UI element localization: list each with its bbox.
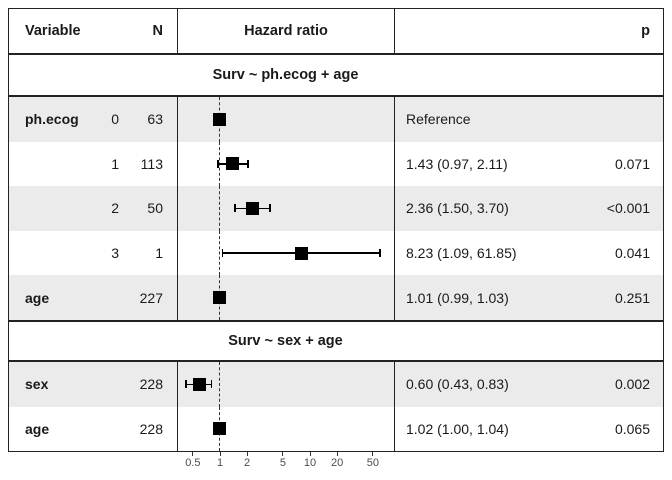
forest-plot-cell [177, 361, 394, 407]
level-label: 0 [111, 111, 119, 128]
axis-tick [282, 452, 284, 457]
axis-tick-label: 1 [216, 457, 224, 470]
level-label: 1 [111, 155, 119, 172]
axis-tick [246, 452, 248, 457]
p-value: <0.001 [606, 200, 650, 217]
estimate-ci: 1.02 (1.00, 1.04) [406, 420, 509, 437]
axis-tick-label: 2 [244, 457, 251, 470]
section-header-model-2: Surv ~ sex + age [9, 319, 663, 362]
point-marker [192, 377, 206, 391]
forest-plot-cell [177, 230, 394, 276]
n-value: 228 [139, 376, 163, 393]
estimate-ci: 1.01 (0.99, 1.03) [406, 289, 509, 306]
level-label: 2 [111, 200, 119, 217]
p-value: 0.041 [614, 245, 650, 262]
ci-cap [379, 249, 381, 258]
variable-label: age [25, 289, 50, 306]
table-row: age 227 1.01 (0.99, 1.03) 0.251 [9, 275, 663, 320]
forest-table: Variable N Hazard ratio p Surv ~ ph.ecog… [8, 8, 664, 453]
axis-tick-label: 20 [330, 457, 344, 470]
ci-cap [269, 204, 271, 213]
ci-cap [247, 159, 249, 168]
axis-tick-label: 50 [366, 457, 380, 470]
ci-cap [217, 159, 219, 168]
variable-label: age [25, 420, 50, 437]
axis-tick-label: 0.5 [185, 457, 201, 470]
section-title: Surv ~ sex + age [228, 332, 343, 349]
point-marker [294, 246, 308, 260]
ci-cap [221, 249, 224, 258]
n-value: 50 [147, 200, 163, 217]
p-value: 0.071 [614, 155, 650, 172]
section-title: Surv ~ ph.ecog + age [212, 67, 359, 83]
axis-tick-label: 10 [303, 457, 317, 470]
forest-plot-cell [177, 275, 394, 320]
forest-plot-cell [177, 97, 394, 142]
reference-line [218, 230, 220, 276]
p-value: 0.251 [614, 289, 650, 306]
n-value: 1 [155, 245, 163, 262]
col-header-n: N [152, 23, 163, 39]
axis-tick [219, 452, 221, 457]
reference-line [218, 186, 220, 231]
p-value: 0.065 [614, 420, 650, 437]
x-axis: 0.5 1 2 5 10 20 50 [8, 452, 664, 478]
forest-plot-cell [177, 406, 394, 452]
variable-label: ph.ecog [25, 111, 79, 128]
forest-plot-cell [177, 141, 394, 187]
point-marker [212, 291, 226, 305]
point-marker [226, 157, 240, 171]
n-value: 63 [147, 111, 163, 128]
table-row: age 228 1.02 (1.00, 1.04) 0.065 [9, 406, 663, 452]
col-header-hazard-ratio: Hazard ratio [177, 9, 394, 53]
col-header-variable: Variable [25, 23, 81, 39]
estimate-ci: 8.23 (1.09, 61.85) [406, 245, 517, 262]
axis-tick-label: 5 [279, 457, 286, 470]
table-header-row: Variable N Hazard ratio p [9, 9, 663, 55]
estimate-ci: 2.36 (1.50, 3.70) [406, 200, 509, 217]
table-row: ph.ecog 0 63 Reference [9, 97, 663, 142]
axis-tick [372, 452, 374, 457]
p-value: 0.002 [614, 376, 650, 393]
axis-tick [192, 452, 194, 457]
reference-line [218, 361, 220, 407]
table-row: 2 50 2.36 (1.50, 3.70) <0.001 [9, 186, 663, 231]
variable-label: sex [25, 376, 49, 393]
estimate-ci: Reference [406, 111, 471, 128]
point-marker [246, 201, 260, 215]
table-row: 3 1 8.23 (1.09, 61.85) 0.041 [9, 230, 663, 276]
estimate-ci: 0.60 (0.43, 0.83) [406, 376, 509, 393]
ci-cap [210, 380, 213, 389]
axis-tick [336, 452, 338, 457]
ci-cap [234, 204, 236, 213]
col-header-p: p [394, 9, 663, 53]
level-label: 3 [111, 245, 119, 262]
table-row: 1 113 1.43 (0.97, 2.11) 0.071 [9, 141, 663, 187]
table-row: sex 228 0.60 (0.43, 0.83) 0.002 [9, 361, 663, 407]
n-value: 228 [139, 420, 163, 437]
axis-tick [309, 452, 311, 457]
section-header-model-1: Surv ~ ph.ecog + age [9, 55, 663, 97]
n-value: 227 [139, 289, 163, 306]
n-value: 113 [140, 155, 163, 172]
ci-cap [185, 380, 187, 389]
point-marker [212, 112, 226, 126]
point-marker [213, 422, 227, 436]
estimate-ci: 1.43 (0.97, 2.11) [406, 155, 508, 172]
forest-plot-cell [177, 186, 394, 231]
